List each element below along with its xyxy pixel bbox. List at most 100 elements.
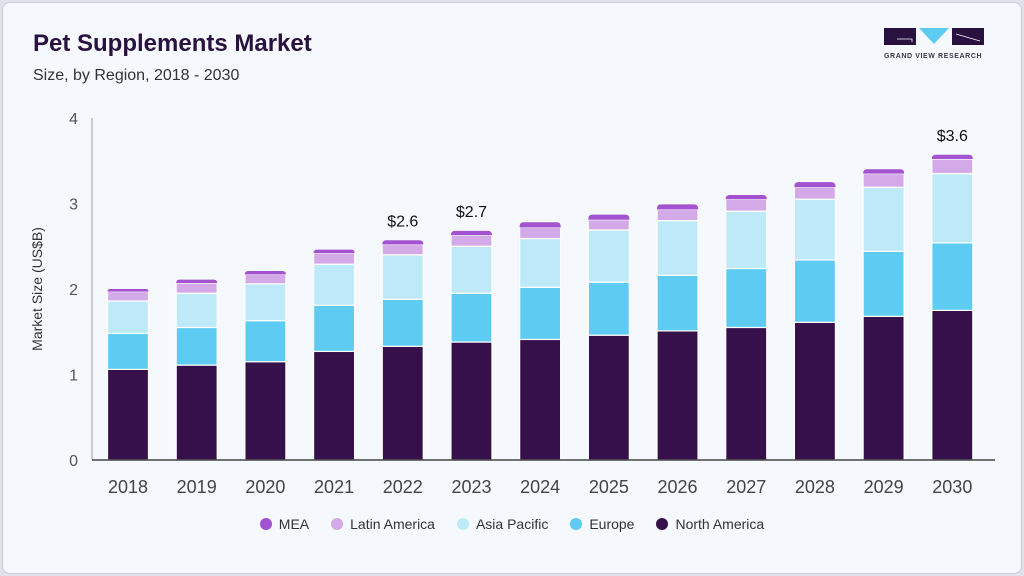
bar-segment-europe — [244, 320, 287, 363]
bar-segment-latin-america — [587, 219, 630, 231]
bar-segment-latin-america — [931, 158, 974, 175]
bar-segment-latin-america — [725, 198, 768, 212]
bar-segment-europe — [519, 286, 562, 341]
x-tick-label: 2018 — [108, 477, 148, 497]
legend-swatch-icon — [570, 518, 583, 530]
bar-segment-latin-america — [312, 252, 356, 265]
grand-view-research-logo: GRAND VIEW RESEARCH — [884, 28, 984, 60]
bar-segment-north-america — [862, 315, 905, 461]
x-tick-label: 2021 — [314, 477, 354, 497]
chart-legend: MEA Latin America Asia Pacific Europe North … — [0, 516, 1024, 532]
bar-segment-mea — [588, 214, 630, 220]
x-tick-label: 2022 — [383, 477, 423, 497]
bar-segment-europe — [862, 250, 905, 317]
bar-segment-north-america — [312, 350, 356, 461]
x-tick-label: 2025 — [589, 477, 629, 497]
bar-segment-mea — [931, 154, 973, 160]
legend-item[interactable]: Latin America — [331, 516, 435, 532]
bar-segment-north-america — [450, 341, 493, 461]
bar-segment-europe — [656, 274, 699, 332]
data-label: $2.7 — [456, 204, 487, 221]
bar-segment-europe — [312, 304, 356, 353]
bar-segment-europe — [175, 326, 218, 366]
bar-segment-north-america — [175, 364, 218, 461]
bar-segment-latin-america — [175, 282, 218, 294]
bar-segment-asia-pacific — [312, 263, 356, 306]
bar-segment-north-america — [725, 326, 768, 461]
legend-swatch-icon — [259, 518, 272, 530]
bar-segment-latin-america — [656, 208, 699, 222]
bar-segment-europe — [587, 281, 630, 336]
bar-segment-asia-pacific — [931, 172, 974, 244]
bar-segment-mea — [176, 279, 218, 284]
chart-subtitle: Size, by Region, 2018 - 2030 — [33, 67, 240, 84]
bar-segment-latin-america — [519, 226, 562, 240]
x-tick-label: 2030 — [932, 477, 972, 497]
y-tick-label: 2 — [69, 282, 78, 299]
bar-segment-north-america — [381, 345, 424, 461]
bar-segment-asia-pacific — [862, 186, 905, 252]
bar-segment-europe — [793, 259, 837, 323]
x-tick-label: 2029 — [864, 477, 904, 497]
y-axis-title: Market Size (US$B) — [29, 227, 45, 351]
data-label: $2.6 — [387, 213, 418, 230]
legend-item[interactable]: MEA — [259, 516, 310, 532]
bar-segment-europe — [725, 267, 768, 329]
x-tick-label: 2026 — [658, 477, 698, 497]
legend-swatch-icon — [331, 518, 344, 530]
legend-label: Asia Pacific — [475, 516, 549, 532]
bar-segment-latin-america — [106, 290, 150, 302]
bar-segment-asia-pacific — [793, 198, 837, 261]
legend-item[interactable]: North America — [656, 516, 764, 532]
logo-mark-icon — [884, 28, 984, 45]
bar-segment-mea — [382, 240, 424, 245]
legend-swatch-icon — [456, 518, 469, 530]
bar-segment-asia-pacific — [381, 254, 424, 300]
legend-label: MEA — [278, 516, 310, 532]
y-tick-label: 1 — [69, 368, 78, 385]
chart-title: Pet Supplements Market — [33, 30, 312, 57]
bar-segment-latin-america — [244, 273, 287, 285]
bar-segment-europe — [381, 298, 424, 347]
bar-segment-asia-pacific — [587, 229, 630, 283]
bar-segment-latin-america — [381, 243, 424, 256]
x-tick-label: 2024 — [520, 477, 560, 497]
bar-segment-mea — [313, 249, 355, 254]
bar-segment-north-america — [587, 334, 630, 461]
bar-segment-mea — [657, 204, 699, 210]
bar-segment-latin-america — [862, 172, 905, 188]
bar-segment-mea — [725, 194, 767, 200]
x-tick-label: 2020 — [245, 477, 285, 497]
legend-label: Europe — [589, 516, 635, 532]
legend-swatch-icon — [656, 518, 669, 530]
bar-segment-asia-pacific — [519, 237, 562, 288]
legend-label: Latin America — [350, 516, 435, 532]
bar-segment-asia-pacific — [175, 292, 218, 329]
data-label: $3.6 — [937, 128, 968, 145]
bar-segment-asia-pacific — [244, 283, 287, 322]
bar-segment-north-america — [656, 330, 699, 461]
legend-item[interactable]: Europe — [570, 516, 634, 532]
bar-segment-europe — [106, 332, 150, 370]
bar-segment-latin-america — [450, 234, 493, 247]
bar-segment-asia-pacific — [725, 210, 768, 270]
y-tick-label: 3 — [69, 197, 78, 214]
x-tick-label: 2019 — [177, 477, 217, 497]
bar-segment-mea — [863, 169, 905, 174]
bar-segment-asia-pacific — [450, 245, 493, 294]
x-tick-label: 2027 — [726, 477, 766, 497]
bar-segment-north-america — [519, 338, 562, 461]
x-tick-label: 2023 — [451, 477, 491, 497]
bar-segment-mea — [519, 222, 561, 228]
bar-segment-north-america — [793, 321, 837, 461]
legend-item[interactable]: Asia Pacific — [456, 516, 549, 532]
bar-segment-north-america — [931, 309, 974, 461]
bar-segment-mea — [244, 271, 286, 275]
y-tick-label: 0 — [69, 453, 78, 470]
x-tick-label: 2028 — [795, 477, 835, 497]
bar-segment-europe — [931, 242, 974, 311]
bar-segment-asia-pacific — [106, 300, 150, 335]
legend-label: North America — [675, 516, 765, 532]
